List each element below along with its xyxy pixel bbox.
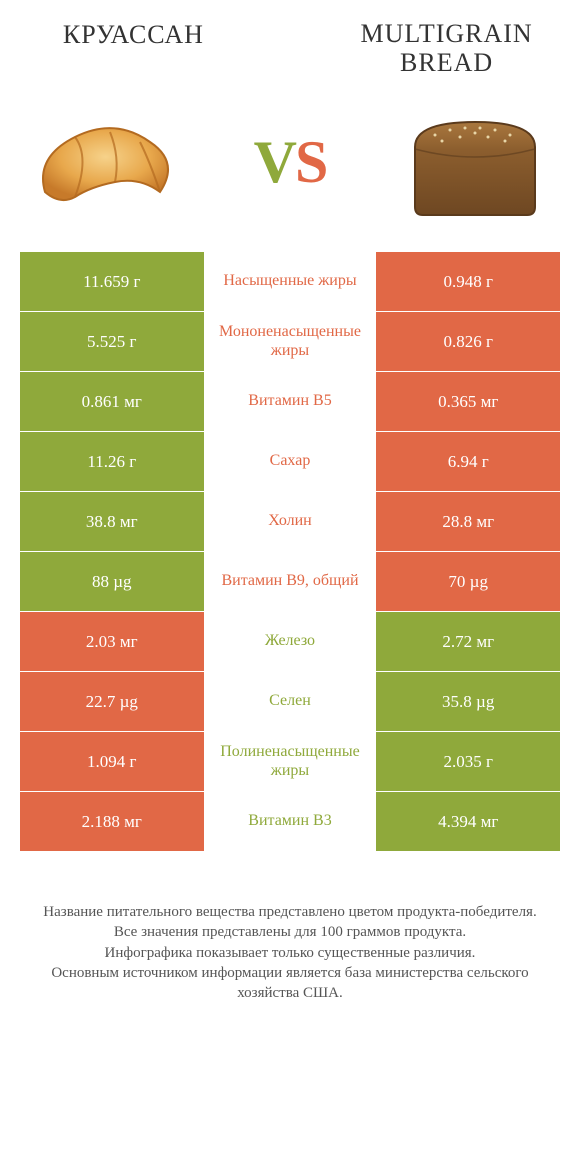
table-row: 88 µgВитамин B9, общий70 µg: [20, 552, 560, 611]
table-row: 0.861 мгВитамин B50.365 мг: [20, 372, 560, 431]
vs-s: S: [295, 128, 326, 197]
nutrient-label: Селен: [204, 672, 377, 731]
images-row: VS: [20, 97, 560, 227]
nutrient-label: Витамин B5: [204, 372, 377, 431]
croissant-image: [20, 97, 190, 227]
value-left: 11.659 г: [20, 252, 204, 311]
header-row: КРУАССАН MULTIGRAIN BREAD: [20, 20, 560, 77]
value-right: 35.8 µg: [376, 672, 560, 731]
value-left: 0.861 мг: [20, 372, 204, 431]
value-right: 4.394 мг: [376, 792, 560, 851]
vs-v: V: [254, 128, 295, 197]
value-right: 2.035 г: [376, 732, 560, 791]
infographic-container: КРУАССАН MULTIGRAIN BREAD VS: [0, 0, 580, 1174]
value-right: 2.72 мг: [376, 612, 560, 671]
table-row: 2.188 мгВитамин B34.394 мг: [20, 792, 560, 851]
value-left: 22.7 µg: [20, 672, 204, 731]
title-right: MULTIGRAIN BREAD: [333, 20, 560, 77]
nutrient-label: Сахар: [204, 432, 377, 491]
nutrient-label: Витамин B9, общий: [204, 552, 377, 611]
value-left: 1.094 г: [20, 732, 204, 791]
table-row: 5.525 гМононенасыщенные жиры0.826 г: [20, 312, 560, 371]
table-row: 11.659 гНасыщенные жиры0.948 г: [20, 252, 560, 311]
vs-label: VS: [254, 128, 327, 197]
nutrient-label: Мононенасыщенные жиры: [204, 312, 377, 371]
value-left: 2.188 мг: [20, 792, 204, 851]
value-right: 6.94 г: [376, 432, 560, 491]
table-row: 1.094 гПолиненасыщенные жиры2.035 г: [20, 732, 560, 791]
title-left: КРУАССАН: [20, 20, 247, 50]
table-row: 38.8 мгХолин28.8 мг: [20, 492, 560, 551]
comparison-table: 11.659 гНасыщенные жиры0.948 г5.525 гМон…: [20, 252, 560, 852]
nutrient-label: Железо: [204, 612, 377, 671]
bread-image: [390, 97, 560, 227]
value-right: 70 µg: [376, 552, 560, 611]
value-left: 11.26 г: [20, 432, 204, 491]
table-row: 2.03 мгЖелезо2.72 мг: [20, 612, 560, 671]
nutrient-label: Витамин B3: [204, 792, 377, 851]
footer-text: Название питательного вещества представл…: [20, 902, 560, 1003]
value-left: 2.03 мг: [20, 612, 204, 671]
table-row: 11.26 гСахар6.94 г: [20, 432, 560, 491]
value-left: 5.525 г: [20, 312, 204, 371]
value-right: 0.826 г: [376, 312, 560, 371]
value-left: 88 µg: [20, 552, 204, 611]
nutrient-label: Полиненасыщенные жиры: [204, 732, 377, 791]
value-right: 0.948 г: [376, 252, 560, 311]
table-row: 22.7 µgСелен35.8 µg: [20, 672, 560, 731]
nutrient-label: Холин: [204, 492, 377, 551]
value-right: 28.8 мг: [376, 492, 560, 551]
nutrient-label: Насыщенные жиры: [204, 252, 377, 311]
value-left: 38.8 мг: [20, 492, 204, 551]
value-right: 0.365 мг: [376, 372, 560, 431]
